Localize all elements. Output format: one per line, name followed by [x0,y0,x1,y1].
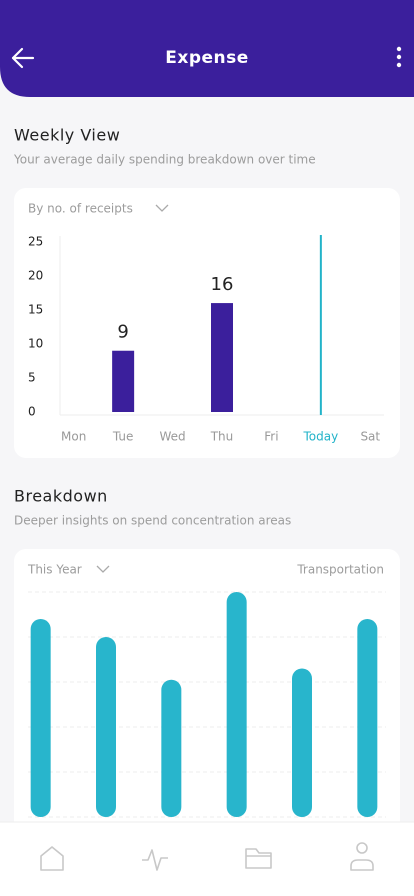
more-button[interactable] [396,46,402,68]
back-icon [11,47,35,69]
bar [357,619,378,817]
bar [30,619,51,817]
data-label: 9 [117,322,128,343]
x-tick-label: Wed [159,430,185,444]
breakdown-card [14,549,400,869]
y-tick-label: 15 [28,302,43,316]
y-tick-label: 25 [28,234,43,248]
header-bar [0,0,414,97]
nav-bar [0,822,414,896]
category-label: Transportation [296,563,384,577]
x-tick-label: Sat [360,430,380,444]
bar [96,637,116,817]
y-tick-label: 5 [28,370,36,384]
weekly-chart: 0 5 10 15 20 25 Mon Tue 9 Wed Thu 16 Fri Today Sat [28,234,380,443]
dot [396,46,402,52]
section-title: Breakdown [14,487,108,506]
bottom-nav [0,821,414,896]
back-button[interactable] [11,47,35,69]
x-tick-label: Thu [210,430,234,444]
dropdown-icon [96,565,110,573]
dropdown-icon [155,204,169,212]
bar [292,668,312,817]
activity-icon[interactable] [142,849,168,871]
bar [211,303,233,412]
bar [161,679,182,817]
filter-dropdown[interactable]: This Year [27,563,82,577]
x-tick-label: Fri [264,430,278,444]
x-tick-label: Today [302,430,338,444]
dot [396,62,402,68]
data-label: 16 [211,274,234,295]
dot [396,54,402,60]
y-tick-label: 20 [28,268,43,282]
header-title: Expense [165,48,249,68]
folder-icon[interactable] [245,848,272,869]
section-title: Weekly View [14,126,120,145]
bar [112,350,135,412]
section-subtitle: Your average daily spending breakdown ov… [13,153,316,167]
profile-icon[interactable] [350,842,374,871]
y-tick-label: 0 [28,405,36,419]
section-subtitle: Deeper insights on spend concentration a… [14,514,291,528]
filter-dropdown[interactable]: By no. of receipts [28,202,133,216]
home-icon[interactable] [40,846,64,871]
bar [226,592,247,817]
x-tick-label: Tue [112,430,134,444]
x-tick-label: Mon [61,430,86,444]
weekly-card [14,188,400,458]
breakdown-chart [28,591,386,818]
y-tick-label: 10 [28,336,43,350]
